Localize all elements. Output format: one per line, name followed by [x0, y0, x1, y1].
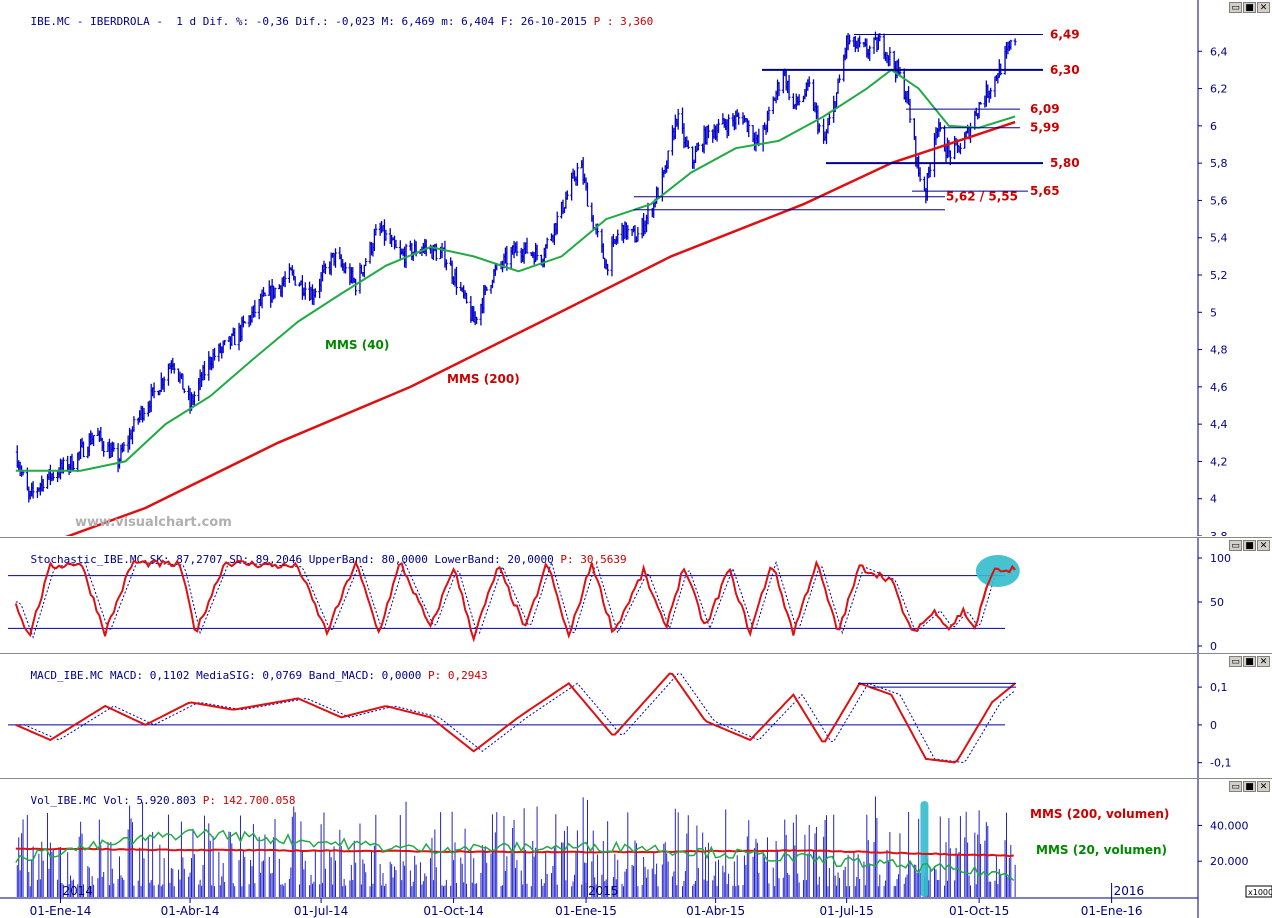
price-window-buttons: ▭ ■ ✕ — [1229, 2, 1270, 13]
restore-button[interactable]: ■ — [1243, 781, 1256, 792]
restore-button[interactable]: ■ — [1243, 656, 1256, 667]
y-tick-label: 6,2 — [1210, 83, 1228, 96]
level-label: 6,30 — [1050, 63, 1080, 77]
level-label: 6,09 — [1030, 102, 1060, 116]
y-tick-label: 5,6 — [1210, 194, 1228, 207]
y-tick-label: 0,1 — [1210, 681, 1228, 694]
x-tick-label: 01-Abr-14 — [161, 904, 220, 918]
sk-line — [14, 559, 1016, 643]
year-marker-label: 2016 — [1114, 884, 1145, 898]
macd-line — [15, 672, 1016, 764]
x-tick-label: 01-Jul-15 — [819, 904, 873, 918]
price-chart[interactable]: 3,8 4 4,2 4,4 4,6 4,8 5 5,2 5,4 5,6 5,8 6 6,2 6,4 6,49… — [0, 0, 1272, 536]
sk-line-recent — [979, 564, 1016, 608]
minimize-button[interactable]: ▭ — [1229, 656, 1242, 667]
vol-mms20-line — [15, 828, 1015, 881]
stochastic-pane: Stochastic_IBE.MC SK: 87,2707 SD: 89,204… — [0, 537, 1272, 653]
scale-unit-box — [1245, 885, 1272, 898]
close-button[interactable]: ✕ — [1257, 781, 1270, 792]
mms40-label: MMS (40) — [325, 338, 389, 352]
x-tick-label: 01-Ene-14 — [30, 904, 92, 918]
y-tick-label: 5,8 — [1210, 157, 1228, 170]
mms200-label: MMS (200) — [447, 372, 520, 386]
y-tick-label: 50 — [1210, 596, 1224, 609]
close-button[interactable]: ✕ — [1257, 656, 1270, 667]
y-tick-label: 4,6 — [1210, 381, 1228, 394]
level-label: 5,99 — [1030, 121, 1060, 135]
x-tick-label: 01-Ene-15 — [555, 904, 617, 918]
vol-mms200-label: MMS (200, volumen) — [1030, 807, 1169, 821]
stochastic-header: Stochastic_IBE.MC SK: 87,2707 SD: 89,204… — [30, 553, 627, 566]
mms40-line — [15, 68, 1016, 472]
volume-window-buttons: ▭ ■ ✕ — [1229, 781, 1270, 792]
y-tick-label: 0 — [1210, 640, 1217, 653]
volume-chart[interactable]: 20.000 40.000 MMS (200, volumen) MMS (20, v… — [0, 779, 1272, 918]
vol-mms20-label: MMS (20, volumen) — [1036, 843, 1167, 857]
highlight-ellipse — [975, 555, 1020, 587]
volume-highlight — [920, 801, 929, 897]
y-tick-label: 3,8 — [1210, 530, 1228, 536]
y-tick-label: 5,4 — [1210, 232, 1228, 245]
y-tick-label: 6 — [1210, 120, 1217, 133]
minimize-button[interactable]: ▭ — [1229, 2, 1242, 13]
vol-mms200-line — [15, 847, 1014, 858]
year-marker-label: 2015 — [588, 884, 619, 898]
macd-signal-line — [15, 673, 1016, 764]
scale-unit-label: x1000 — [1248, 888, 1272, 897]
macd-chart[interactable]: 0,1 0 -0,1 — [0, 654, 1272, 778]
y-tick-label: 6,4 — [1210, 45, 1228, 58]
y-tick-label: 40.000 — [1210, 819, 1249, 832]
y-tick-label: 100 — [1210, 552, 1231, 565]
year-marker-label: 2014 — [62, 884, 93, 898]
y-tick-label: -0,1 — [1210, 757, 1231, 770]
y-tick-label: 5,2 — [1210, 269, 1228, 282]
level-label: 5,65 — [1030, 184, 1060, 198]
close-button[interactable]: ✕ — [1257, 540, 1270, 551]
sd-line — [15, 560, 1016, 639]
y-tick-label: 4 — [1210, 493, 1217, 506]
minimize-button[interactable]: ▭ — [1229, 781, 1242, 792]
price-header: IBE.MC - IBERDROLA - 1 d Dif. %: -0,36 D… — [30, 15, 654, 28]
close-button[interactable]: ✕ — [1257, 2, 1270, 13]
y-tick-label: 4,4 — [1210, 418, 1228, 431]
restore-button[interactable]: ■ — [1243, 540, 1256, 551]
level-label: 5,62 / 5,55 — [946, 190, 1018, 204]
price-pane: IBE.MC - IBERDROLA - 1 d Dif. %: -0,36 D… — [0, 0, 1272, 536]
x-axis: 01-Ene-14 01-Abr-14 01-Jul-14 01-Oct-14 01-E… — [0, 883, 1198, 918]
y-tick-label: 20.000 — [1210, 855, 1249, 868]
mms200-line — [65, 120, 1016, 536]
price-candles — [15, 31, 1017, 503]
x-tick-label: 01-Oct-15 — [949, 904, 1009, 918]
watermark-text: www.visualchart.com — [75, 515, 232, 530]
x-tick-label: 01-Oct-14 — [423, 904, 483, 918]
y-tick-label: 0 — [1210, 719, 1217, 732]
level-label: 5,80 — [1050, 156, 1080, 170]
x-tick-label: 01-Ene-16 — [1081, 904, 1143, 918]
y-tick-label: 5 — [1210, 306, 1217, 319]
y-tick-label: 4,2 — [1210, 455, 1228, 468]
volume-pane: Vol_IBE.MC Vol: 5.920.803 P: 142.700.058… — [0, 778, 1272, 918]
macd-pane: MACD_IBE.MC MACD: 0,1102 MediaSIG: 0,076… — [0, 653, 1272, 778]
minimize-button[interactable]: ▭ — [1229, 540, 1242, 551]
x-tick-label: 01-Abr-15 — [686, 904, 745, 918]
volume-header: Vol_IBE.MC Vol: 5.920.803 P: 142.700.058 — [30, 794, 296, 807]
x-tick-label: 01-Jul-14 — [294, 904, 348, 918]
level-label: 6,49 — [1050, 28, 1080, 42]
y-tick-label: 4,8 — [1210, 344, 1228, 357]
macd-header: MACD_IBE.MC MACD: 0,1102 MediaSIG: 0,076… — [30, 669, 488, 682]
stochastic-chart[interactable]: 0 50 100 — [0, 538, 1272, 653]
stochastic-window-buttons: ▭ ■ ✕ — [1229, 540, 1270, 551]
restore-button[interactable]: ■ — [1243, 2, 1256, 13]
macd-window-buttons: ▭ ■ ✕ — [1229, 656, 1270, 667]
volume-bars — [16, 796, 1016, 897]
